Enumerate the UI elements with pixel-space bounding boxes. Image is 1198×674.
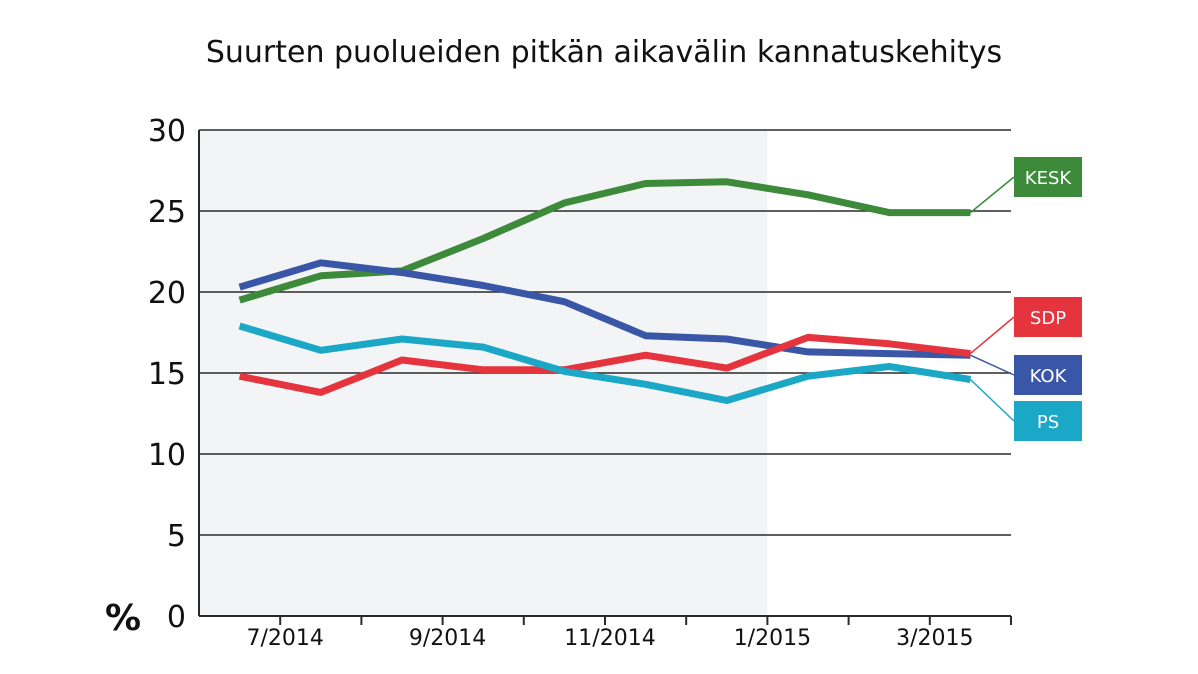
legend-label-ps: PS: [1037, 412, 1059, 433]
legend-connector-sdp: [969, 316, 1015, 355]
x-tick-labels: 7/2014 9/2014 11/2014 1/2015 3/2015: [246, 626, 973, 651]
y-tick-label-5: 5: [167, 519, 186, 554]
legend-connector-ps: [969, 378, 1015, 422]
legend-label-kok: KOK: [1030, 366, 1068, 387]
legend-label-sdp: SDP: [1030, 308, 1066, 329]
y-tick-label-10: 10: [148, 438, 186, 473]
x-tick-label-9-2014: 9/2014: [409, 626, 486, 651]
y-tick-label-15: 15: [148, 357, 186, 392]
x-tick-label-7-2014: 7/2014: [246, 626, 323, 651]
grid: [199, 129, 1011, 536]
series-line-kok: [238, 259, 971, 359]
y-tick-label-25: 25: [148, 195, 186, 230]
legend-box-kesk: [1014, 157, 1082, 197]
x-tick-label-11-2014: 11/2014: [564, 626, 655, 651]
x-tick-label-3-2015: 3/2015: [896, 626, 973, 651]
x-tick-label-1-2015: 1/2015: [734, 626, 811, 651]
legend: KESK KOK SDP PS: [969, 157, 1082, 441]
y-tick-label-30: 30: [148, 114, 186, 149]
legend-box-kok: [1014, 355, 1082, 395]
legend-box-ps: [1014, 401, 1082, 441]
unit-label: %: [105, 598, 141, 639]
axes: [198, 130, 1012, 625]
series-line-ps: [238, 322, 971, 404]
legend-connector-kesk: [969, 176, 1015, 214]
legend-box-sdp: [1014, 297, 1082, 337]
y-tick-label-20: 20: [148, 276, 186, 311]
series-lines: [238, 178, 971, 404]
y-tick-labels: 0 5 10 15 20 25 30: [148, 114, 186, 635]
series-line-kesk: [238, 178, 971, 304]
series-line-sdp: [238, 333, 971, 396]
legend-connector-kok: [970, 354, 1015, 376]
y-tick-label-0: 0: [167, 600, 186, 635]
chart-title: Suurten puolueiden pitkän aikavälin kann…: [206, 35, 1002, 70]
legend-label-kesk: KESK: [1025, 168, 1073, 189]
